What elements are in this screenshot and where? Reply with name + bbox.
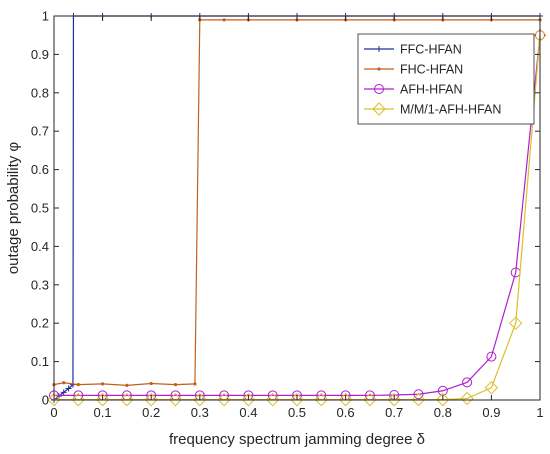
y-tick-label: 0.1 [31,354,49,369]
data-point [241,392,256,407]
data-point [193,382,197,386]
data-point [65,385,72,392]
data-point [62,381,66,385]
x-tick-label: 0.3 [191,405,209,420]
legend-swatch-marker [376,46,382,52]
ticks-layer: 0 0.1 0.2 0.3 0.4 0.5 0.6 0.7 0.8 0.9 1 0 0.1 0.2 0.3 0… [31,9,544,421]
data-point [436,392,450,407]
data-point [508,316,523,330]
data-point [387,392,401,407]
x-tick-label: 1 [536,405,543,420]
data-point [71,392,86,407]
legend-label: FFC-HFAN [400,43,462,57]
x-tick-label: 0.9 [482,405,500,420]
data-point [290,392,304,407]
x-tick-label: 0.2 [142,405,160,420]
data-point [411,392,426,407]
y-tick-label: 0.9 [31,47,49,62]
x-tick-label: 0.7 [385,405,403,420]
legend-swatch-marker [377,67,381,71]
data-point [193,392,207,407]
x-tick-label: 0.4 [239,405,257,420]
data-point [462,377,473,388]
data-point [101,382,105,386]
legend: FFC-HFAN FHC-HFAN AFH-HFAN M/M/1-AFH-HFAN [357,33,535,125]
data-point [149,381,153,386]
data-point [95,392,110,407]
x-tick-label: 0.5 [288,405,306,420]
legend-swatch-marker [374,84,384,94]
y-axis-label: outage probability φ [5,142,22,275]
data-point [144,392,158,407]
data-point [173,383,178,387]
data-point [338,392,353,407]
y-tick-label: 0.5 [31,201,49,216]
data-point [314,392,329,407]
data-point [460,391,474,406]
data-point [222,18,226,22]
data-point [486,351,497,362]
y-tick-label: 0.3 [31,277,49,292]
data-point [413,389,424,400]
data-point [265,392,280,407]
legend-label: M/M/1-AFH-HFAN [400,103,501,117]
y-tick-label: 0.7 [31,124,49,139]
y-tick-label: 0.6 [31,162,49,177]
data-point [125,383,129,388]
data-point [47,392,61,407]
y-tick-label: 0.2 [31,316,49,331]
legend-label: FHC-HFAN [400,63,463,77]
data-point [168,392,183,407]
data-point [120,392,134,407]
y-tick-label: 1 [42,9,49,24]
y-tick-label: 0.8 [31,85,49,100]
data-point [363,392,377,407]
x-axis-label: frequency spectrum jamming degree δ [169,431,425,448]
legend-swatch-marker [372,102,386,116]
x-tick-label: 0.6 [337,405,355,420]
data-point [60,389,67,396]
y-tick-label: 0.4 [31,239,49,254]
data-point [484,381,499,395]
y-tick-label: 0 [42,393,49,408]
x-tick-label: 0 [50,405,57,420]
x-tick-label: 0.8 [434,405,452,420]
data-point [217,392,231,407]
legend-label: AFH-HFAN [400,83,463,97]
data-point [76,383,80,387]
x-tick-label: 0.1 [94,405,112,420]
